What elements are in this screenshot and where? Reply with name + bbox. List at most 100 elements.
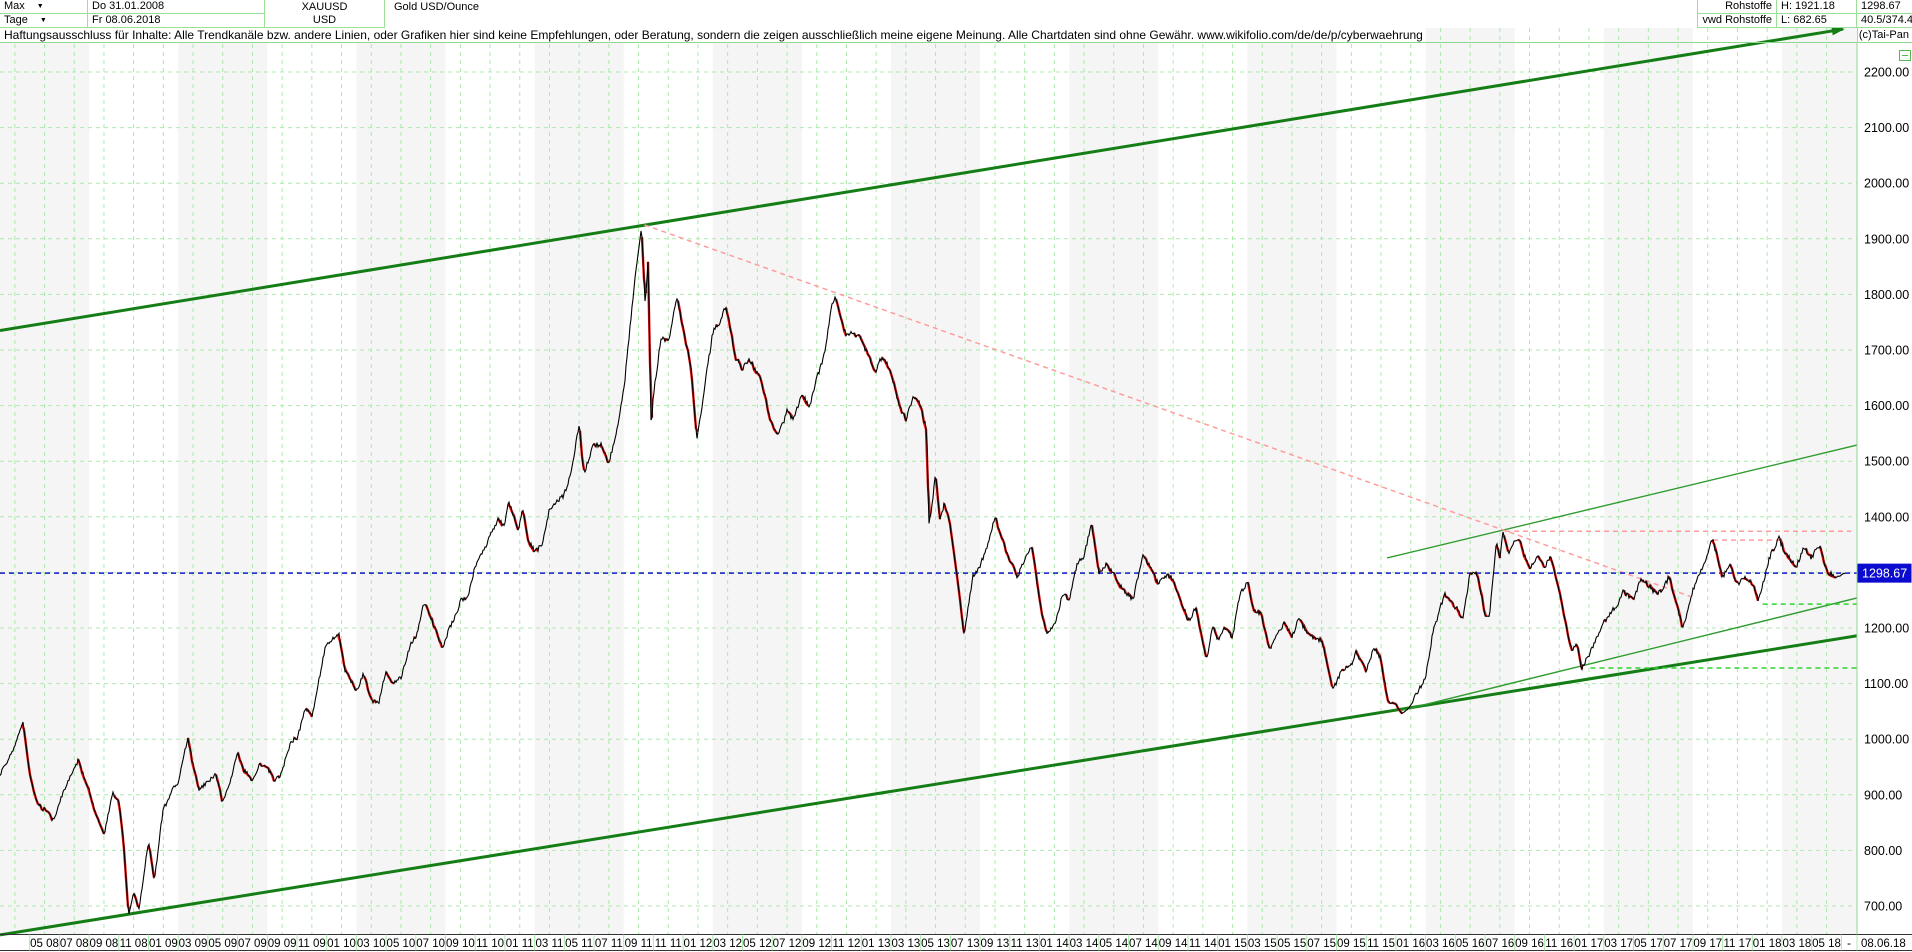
x-axis-tick-label: 05 13 [921, 938, 950, 950]
x-axis-tick-label: 09 11 [625, 938, 653, 950]
x-axis-tick-label: 03 16 [1426, 938, 1455, 950]
x-axis-tick-label: 05 18 [1812, 938, 1841, 950]
upper-channel[interactable] [0, 27, 1844, 333]
x-axis-tick-label: 03 18 [1782, 938, 1811, 950]
x-axis-tick-label: 03 10 [357, 938, 386, 950]
support-line-b[interactable] [1401, 597, 1858, 711]
collapse-box-icon [1899, 50, 1911, 61]
x-axis-last-date-label: 08.06.18 [1861, 938, 1906, 950]
x-axis-tick-label: 09 09 [268, 938, 297, 950]
x-axis-tick-label: 03 12 [713, 938, 742, 950]
price-line [0, 230, 1846, 914]
date-to-field[interactable]: Fr 08.06.2018 [88, 14, 265, 28]
date-from-value: Do 31.01.2008 [92, 0, 165, 12]
x-axis-tick-label: 01 16 [1396, 938, 1425, 950]
x-axis-tick-label: 03 14 [1070, 938, 1099, 950]
x-axis-tick-label: 07 11 [595, 938, 623, 950]
period-selector[interactable]: Tage [0, 14, 88, 28]
x-axis-tick-label: 07 16 [1485, 938, 1514, 950]
x-axis-tick-label: 01 18 [1753, 938, 1782, 950]
x-axis-tick-label: 07 17 [1664, 938, 1693, 950]
disclaimer-background [0, 28, 1425, 42]
x-axis-tick-label: 07 09 [238, 938, 267, 950]
date-from-field[interactable]: Do 31.01.2008 [88, 0, 265, 14]
copyright-label: (c)Tai-Pan [1857, 28, 1912, 42]
x-axis-tick-label: 05 11 [565, 938, 593, 950]
axes [0, 42, 1912, 951]
x-axis-tick-label: 01 14 [1040, 938, 1069, 950]
symbol-cell: XAUUSD USD [265, 0, 385, 28]
y-axis-tick-label: 1100.00 [1864, 677, 1908, 691]
y-axis-tick-label: 2200.00 [1864, 66, 1909, 80]
x-axis-tick-label: 09 13 [981, 938, 1010, 950]
category-label: Rohstoffe [1725, 0, 1772, 12]
support-line-a[interactable] [1386, 444, 1858, 559]
x-axis-tick-label: 11 15 [1367, 938, 1395, 950]
x-axis-tick-label: 11 14 [1189, 938, 1218, 950]
x-axis-tick-label: 05 15 [1278, 938, 1307, 950]
x-axis-tick-label: 03 17 [1604, 938, 1633, 950]
x-axis-tick-label: 03 15 [1248, 938, 1277, 950]
x-axis-tick-label: 05 08 [30, 938, 59, 950]
y-axis-tick-label: 2000.00 [1864, 177, 1909, 191]
x-axis-tick-label: 11 08 [120, 938, 148, 950]
x-axis-tick-label: 03 09 [179, 938, 208, 950]
instrument-name: Gold USD/Ounce [394, 0, 479, 13]
y-axis-tick-label: 1000.00 [1864, 733, 1909, 747]
copyright-text: (c)Tai-Pan [1858, 28, 1909, 41]
provider-cell: vwd Rohstoffe [1697, 14, 1777, 28]
scale-collapse-button[interactable] [1899, 50, 1911, 61]
symbol-currency: USD [312, 13, 337, 26]
low-cell: L: 682.65 [1777, 14, 1857, 28]
x-axis-tick-label: 07 13 [951, 938, 980, 950]
x-axis-tick-label: 11 17 [1723, 938, 1751, 950]
lower-channel[interactable] [0, 634, 1858, 937]
resistance-from-top[interactable] [644, 224, 1691, 598]
y-axis-tick-label: 700.00 [1864, 900, 1902, 914]
date-to-value: Fr 08.06.2018 [92, 14, 161, 26]
y-axis-tick-label: 1700.00 [1864, 344, 1909, 358]
x-axis-tick-label: 07 10 [416, 938, 445, 950]
x-axis-tick-label: 07 14 [1129, 938, 1158, 950]
stat-cell: 40.5/374.4 [1857, 14, 1912, 28]
x-axis-tick-label: 09 14 [1159, 938, 1188, 950]
x-axis-tick-label: 05 10 [387, 938, 416, 950]
trendlines [0, 26, 1858, 937]
range-selector-label: Max [4, 0, 44, 14]
x-axis-tick-label: 11 11 [655, 938, 682, 950]
x-axis-tick-label: 07 15 [1307, 938, 1336, 950]
range-selector[interactable]: Max [0, 0, 88, 14]
x-axis-tick-label: 05 16 [1456, 938, 1485, 950]
y-axis-tick-label: 1500.00 [1864, 455, 1909, 469]
symbol-code: XAUUSD [301, 0, 348, 13]
last-price-marker: 1298.67 [1862, 567, 1907, 581]
disclaimer-text: Haftungsausschluss für Inhalte: Alle Tre… [4, 28, 1422, 42]
y-axis-tick-label: 1900.00 [1864, 232, 1909, 246]
price-series [0, 230, 1846, 914]
x-axis-tick-label: 11 10 [476, 938, 504, 950]
y-axis-tick-label: 800.00 [1864, 844, 1902, 858]
x-axis-tick-label: 07 12 [773, 938, 802, 950]
x-axis-tick-label: 01 15 [1218, 938, 1247, 950]
x-axis-tick-label: 01 17 [1575, 938, 1604, 950]
x-axis-tick-label: 11 13 [1011, 938, 1039, 950]
x-axis-tick-label: 09 17 [1693, 938, 1722, 950]
y-axis-tick-label: 1200.00 [1864, 622, 1909, 636]
x-axis-tick-label: 01 11 [506, 938, 534, 950]
x-axis-tick-label: 01 12 [684, 938, 713, 950]
x-axis-tick-label: 05 17 [1634, 938, 1663, 950]
x-axis-tick-label: 01 13 [862, 938, 891, 950]
y-axis-labels: 2200.00 2100.00 2000.00 1900.00 1800.00 1700.… [1864, 66, 1909, 914]
x-axis-tick-label: 09 16 [1515, 938, 1544, 950]
x-axis-labels: 05 08 07 08 09 08 11 08 01 09 03 09 05 09 07 09… [30, 938, 1906, 950]
y-axis-tick-label: 2100.00 [1864, 121, 1909, 135]
x-axis-tick-label: 09 10 [446, 938, 475, 950]
x-axis-tick-label: 03 11 [535, 938, 563, 950]
x-axis-tick-label: 05 09 [208, 938, 237, 950]
x-axis-tick-label: 03 13 [891, 938, 920, 950]
high-cell: H: 1921.18 [1777, 0, 1857, 14]
period-selector-label: Tage [4, 14, 47, 28]
x-axis-dash-label: - [1847, 938, 1851, 950]
